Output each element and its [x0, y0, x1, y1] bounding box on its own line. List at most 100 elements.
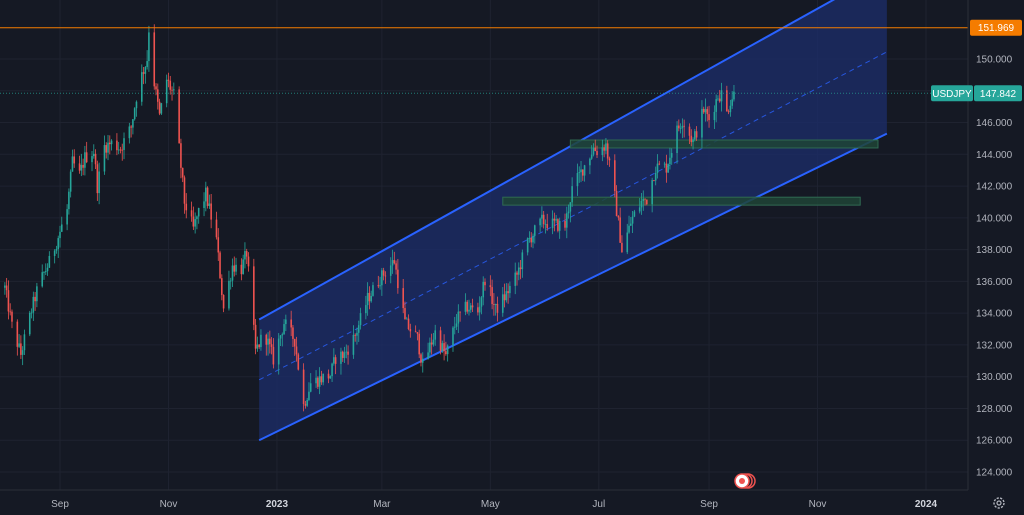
channel-lower-line[interactable] [258, 132, 888, 442]
candle [640, 192, 643, 215]
candle [480, 296, 483, 315]
candle [309, 373, 312, 393]
candle [405, 316, 408, 320]
candle [158, 98, 161, 116]
candle [617, 215, 620, 221]
candle [555, 215, 557, 224]
candle [453, 316, 456, 335]
candle [434, 324, 437, 346]
time-axis[interactable]: Sep Nov 2023 Mar May Jul Sep Nov 2024 [51, 499, 937, 510]
candle [729, 99, 732, 117]
candle [644, 198, 646, 206]
candle [631, 210, 634, 233]
candle [516, 270, 518, 286]
candle [205, 181, 207, 212]
candle [443, 334, 445, 361]
candle [484, 278, 486, 291]
candle [414, 325, 417, 333]
candle [546, 213, 549, 231]
candle [41, 264, 44, 288]
time-tick-label: Sep [700, 499, 718, 510]
candle [208, 194, 211, 209]
candle [110, 139, 113, 151]
candle [85, 141, 88, 164]
candle [704, 98, 707, 122]
candle [402, 278, 404, 314]
svg-text:151.969: 151.969 [978, 23, 1015, 34]
candles [4, 24, 735, 412]
events-icon[interactable] [734, 473, 756, 489]
candle [260, 329, 262, 351]
candle [654, 166, 657, 186]
candle [272, 338, 275, 369]
candle [606, 140, 609, 166]
candle [270, 337, 273, 355]
time-tick-label: Jul [592, 499, 605, 510]
candle [183, 175, 186, 214]
candle [329, 375, 332, 379]
candle [23, 329, 26, 355]
candle [638, 198, 641, 214]
candle [642, 190, 645, 211]
candle [532, 233, 534, 249]
price-tick-label: 136.000 [976, 277, 1013, 288]
candle [507, 283, 509, 304]
support-zones[interactable] [502, 139, 879, 206]
candle [679, 123, 682, 134]
candle [144, 66, 147, 84]
candle [231, 258, 234, 287]
candle [391, 249, 394, 274]
candle [169, 75, 172, 95]
time-tick-label: May [481, 499, 500, 510]
candle [370, 290, 372, 303]
candle [366, 282, 369, 316]
candle [514, 262, 517, 295]
candle [279, 335, 282, 347]
candle [5, 277, 8, 298]
settings-gear-icon[interactable] [993, 497, 1005, 509]
candle [293, 338, 296, 356]
price-tick-label: 124.000 [976, 468, 1013, 479]
candle [421, 352, 424, 373]
candle [210, 193, 212, 229]
candle [217, 228, 220, 261]
candle [569, 202, 572, 223]
candle [542, 210, 545, 229]
candle [317, 376, 319, 390]
candle [409, 323, 412, 338]
candle [302, 363, 305, 412]
candle [503, 283, 506, 308]
candle [327, 369, 330, 384]
candle [60, 216, 63, 233]
price-tick-label: 130.000 [976, 372, 1013, 383]
candle [468, 299, 470, 316]
support-zone-2[interactable] [502, 196, 861, 206]
symbol-price-tag: USDJPY 147.842 [931, 85, 1022, 102]
candle [197, 207, 200, 224]
candle [333, 348, 335, 366]
candle [343, 346, 346, 363]
candle [509, 281, 511, 298]
time-tick-label: Mar [373, 499, 391, 510]
candle [544, 219, 547, 234]
support-zone-1[interactable] [569, 139, 879, 149]
candle [228, 270, 230, 311]
candle [267, 332, 269, 356]
candle [439, 326, 442, 355]
candle [171, 86, 173, 101]
price-tick-label: 126.000 [976, 436, 1013, 447]
candle [290, 310, 292, 337]
candle [681, 118, 684, 139]
candle [653, 179, 655, 182]
time-tick-label: Nov [160, 499, 178, 510]
candle [277, 333, 280, 375]
price-tick-label: 146.000 [976, 118, 1013, 129]
candle [32, 291, 35, 321]
candle [7, 280, 10, 320]
price-axis[interactable]: 150.000148.000146.000144.000142.000140.0… [976, 55, 1013, 479]
candle [418, 329, 421, 359]
candle [441, 340, 444, 353]
candle [658, 160, 661, 166]
candle [557, 218, 559, 233]
